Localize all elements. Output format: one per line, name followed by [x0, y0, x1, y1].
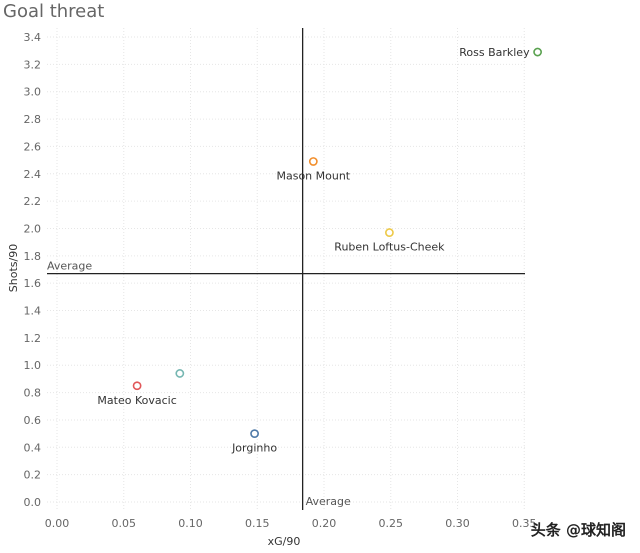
data-point — [308, 157, 318, 166]
y-tick-label: 0.6 — [24, 414, 42, 427]
y-tick-label: 1.6 — [24, 277, 42, 290]
point-label: Jorginho — [231, 442, 277, 455]
watermark: 头条 @球知阁 — [530, 521, 626, 539]
y-tick-label: 1.4 — [24, 305, 42, 318]
x-tick-label: 0.05 — [112, 517, 137, 530]
y-tick-label: 0.4 — [24, 441, 42, 454]
y-tick-label: 0.2 — [24, 469, 42, 482]
x-tick-label: 0.15 — [245, 517, 270, 530]
y-tick-label: 2.4 — [24, 168, 42, 181]
data-point — [533, 47, 542, 57]
point-label: Ruben Loftus-Cheek — [334, 241, 445, 254]
y-tick-label: 2.8 — [24, 113, 42, 126]
y-tick-label: 2.2 — [24, 195, 42, 208]
y-axis-label: Shots/90 — [7, 244, 20, 292]
y-tick-label: 1.8 — [24, 250, 42, 263]
axis-ticks: 0.00 0.05 0.10 0.15 0.20 0.25 0.30 0.35 0.0 0.2 0.… — [24, 31, 537, 530]
y-tick-label: 3.4 — [24, 31, 42, 44]
x-axis-label: xG/90 — [268, 535, 301, 548]
y-tick-label: 0.0 — [24, 496, 42, 509]
reference-lines: Average Average — [47, 28, 525, 510]
x-tick-label: 0.25 — [379, 517, 404, 530]
x-tick-label: 0.20 — [312, 517, 337, 530]
data-point — [132, 381, 142, 391]
x-tick-label: 0.00 — [45, 517, 70, 530]
point-label: Mason Mount — [276, 169, 350, 182]
data-point — [385, 228, 394, 237]
y-tick-label: 0.8 — [24, 387, 42, 400]
grid-lines — [47, 28, 525, 510]
x-tick-label: 0.10 — [178, 517, 203, 530]
y-average-label: Average — [47, 260, 92, 273]
y-tick-label: 1.2 — [24, 332, 42, 345]
data-points: Ross Barkley Mason Mount Ruben Loftus-Chee… — [97, 46, 542, 455]
x-tick-label: 0.35 — [512, 517, 537, 530]
data-point — [250, 429, 259, 439]
point-label: Ross Barkley — [459, 46, 530, 59]
x-average-label: Average — [306, 495, 351, 508]
chart-title: Goal threat — [3, 1, 105, 22]
y-tick-label: 2.6 — [24, 140, 42, 153]
x-tick-label: 0.30 — [445, 517, 470, 530]
y-tick-label: 3.0 — [24, 86, 42, 99]
y-tick-label: 3.2 — [24, 58, 42, 71]
y-tick-label: 2.0 — [24, 222, 42, 235]
point-label: Mateo Kovacic — [97, 394, 176, 407]
data-point — [175, 369, 185, 378]
y-tick-label: 1.0 — [24, 359, 42, 372]
